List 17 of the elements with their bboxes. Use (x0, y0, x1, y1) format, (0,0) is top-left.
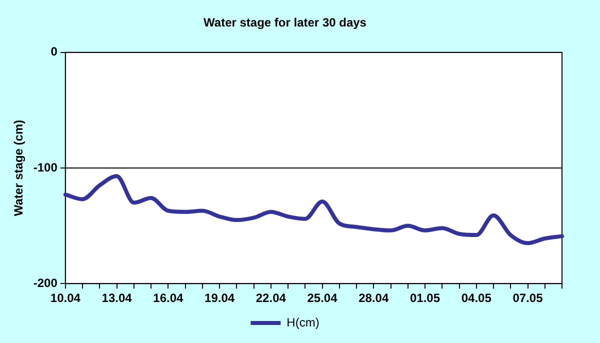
x-tick-label: 25.04 (307, 291, 338, 306)
x-tick-label: 16.04 (153, 291, 184, 306)
y-tick-label: 0 (50, 44, 58, 59)
chart-title: Water stage for later 30 days (204, 16, 367, 30)
x-tick-label: 22.04 (256, 291, 286, 306)
x-tick-label: 01.05 (410, 291, 440, 306)
x-tick-label: 10.04 (50, 291, 81, 306)
y-tick-label: -200 (33, 276, 58, 290)
y-axis-title: Water stage (cm) (12, 120, 26, 216)
x-tick-label: 28.04 (358, 291, 389, 306)
x-tick-label: 04.05 (461, 291, 492, 306)
x-tick-label: 07.05 (512, 291, 544, 306)
x-tick-label: 19.04 (204, 291, 235, 306)
line-series (63, 174, 564, 246)
y-tick-label: -100 (33, 160, 58, 174)
x-tick-label: 13.04 (102, 291, 132, 306)
legend-label: H(cm) (286, 315, 320, 330)
